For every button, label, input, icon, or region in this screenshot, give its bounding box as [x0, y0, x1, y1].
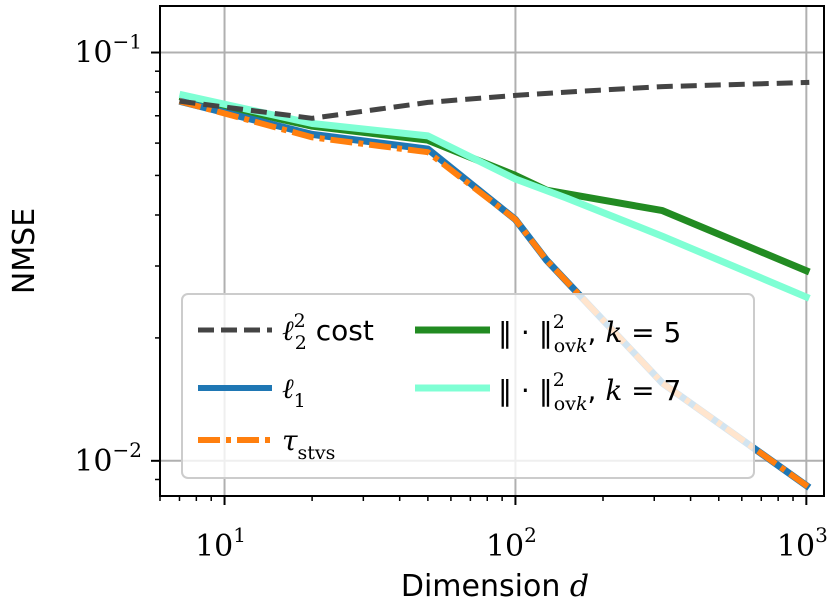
- plot-frame: [159, 5, 825, 497]
- x-tick-label-1: 102: [486, 523, 537, 564]
- x-tick-label-2: 103: [777, 523, 828, 564]
- legend-label-ovk7: ‖ · ‖2 ovk, k = 7: [498, 369, 681, 415]
- y-tick-label-0: 10−2: [74, 438, 142, 479]
- legend-label-tau: τstvs: [282, 424, 335, 464]
- legend-label-l1: ℓ1: [282, 372, 306, 412]
- x-tick-label-0: 101: [195, 523, 246, 564]
- tick-labels: 101 102 103 10−2 10−1: [74, 30, 827, 564]
- series-line-4: [178, 90, 811, 302]
- y-tick-label-1: 10−1: [74, 30, 142, 71]
- legend: ℓ2 2 cost ℓ1 τstvs ‖ · ‖2 ovk, k = 5 ‖ · ‖…: [181, 293, 755, 479]
- series-line-0: [179, 79, 810, 121]
- x-axis-label: Dimension d: [401, 569, 589, 604]
- x-axis-label-text: Dimension: [401, 569, 560, 604]
- legend-label-l2cost: ℓ2 2 cost: [282, 310, 374, 354]
- series-line-2: [178, 98, 812, 491]
- y-axis-label: NMSE: [7, 208, 42, 294]
- x-axis-label-var: d: [570, 569, 589, 604]
- legend-label-ovk5: ‖ · ‖2 ovk, k = 5: [498, 311, 681, 357]
